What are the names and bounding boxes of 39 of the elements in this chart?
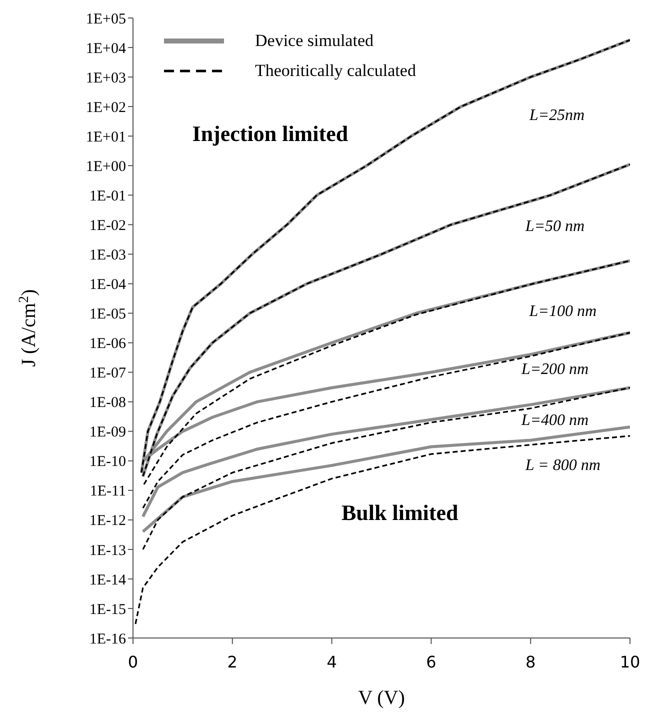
- y-tick-label: 1E-05: [89, 306, 126, 323]
- legend-label: Theoritically calculated: [255, 61, 416, 81]
- x-axis-title: V (V): [358, 687, 405, 709]
- y-tick-label: 1E-02: [89, 218, 126, 234]
- legend-label: Device simulated: [255, 31, 374, 51]
- y-tick-label: 1E-15: [89, 602, 126, 618]
- y-tick-label: 1E+01: [86, 129, 126, 146]
- annotation: L=400 nm: [521, 412, 589, 430]
- annotation: L=200 nm: [521, 361, 589, 380]
- y-tick-label: 1E-14: [89, 572, 126, 588]
- y-tick-label: 1E-10: [89, 454, 126, 470]
- annotation: Injection limited: [192, 120, 348, 147]
- y-tick-label: 1E-13: [89, 542, 126, 559]
- y-tick-label: 1E+03: [86, 70, 126, 86]
- y-tick-label: 1E-01: [89, 188, 126, 204]
- y-tick-label: 1E-16: [89, 631, 126, 648]
- y-tick-label: 1E-04: [89, 277, 126, 294]
- x-tick-label: 0: [128, 652, 138, 672]
- y-tick-label: 1E-07: [89, 366, 126, 382]
- x-tick-label: 8: [526, 652, 536, 672]
- y-tick-label: 1E-09: [89, 424, 126, 441]
- y-tick-label: 1E-12: [89, 513, 126, 530]
- y-tick-label: 1E+00: [86, 158, 126, 175]
- annotation: L = 800 nm: [525, 457, 600, 476]
- annotation: L=50 nm: [525, 218, 585, 236]
- x-tick-label: 2: [227, 652, 238, 672]
- y-tick-label: 1E-11: [90, 484, 126, 500]
- y-tick-label: 1E+04: [86, 40, 126, 57]
- y-tick-label: 1E+02: [86, 100, 126, 116]
- y-tick-label: 1E-06: [89, 336, 126, 352]
- annotation: L=25nm: [529, 106, 585, 125]
- x-tick-label: 10: [620, 652, 640, 672]
- annotation: Bulk limited: [342, 500, 458, 526]
- y-tick-label: 1E-08: [89, 395, 126, 412]
- annotation: L=100 nm: [529, 302, 597, 321]
- y-tick-label: 1E+05: [86, 11, 126, 28]
- x-tick-label: 4: [326, 652, 337, 672]
- y-tick-label: 1E-03: [89, 248, 126, 264]
- x-tick-label: 6: [426, 652, 436, 672]
